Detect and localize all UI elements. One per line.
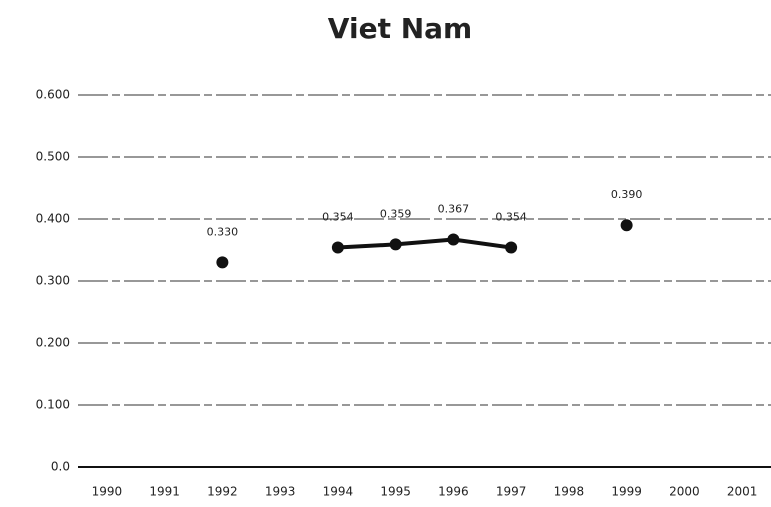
x-tick-label: 1991 [149,485,180,499]
x-tick-label: 2000 [669,485,700,499]
x-tick-label: 1995 [380,485,411,499]
x-tick-label: 1993 [265,485,296,499]
value-label: 0.354 [495,211,527,224]
y-tick-label: 0.200 [36,336,70,350]
chart-title: Viet Nam [328,12,472,45]
x-tick-label: 1992 [207,485,238,499]
x-tick-label: 1999 [611,485,642,499]
y-tick-label: 0.500 [36,150,70,164]
x-tick-label: 1997 [496,485,527,499]
y-tick-label: 0.600 [36,88,70,102]
x-tick-label: 1990 [92,485,123,499]
y-tick-label: 0.300 [36,274,70,288]
x-tick-label: 1998 [554,485,585,499]
value-label: 0.367 [438,202,470,215]
y-tick-label: 0.100 [36,398,70,412]
y-tick-label: 0.0 [51,460,70,474]
x-tick-label: 1994 [323,485,354,499]
y-tick-label: 0.400 [36,212,70,226]
marker [216,256,229,269]
value-label: 0.390 [611,188,643,201]
value-label: 0.359 [380,207,412,220]
value-label: 0.354 [322,211,354,224]
line [337,237,512,250]
x-tick-label: 2001 [727,485,758,499]
marker [505,241,518,254]
marker [620,219,633,232]
marker [389,238,402,251]
value-label: 0.330 [207,225,239,238]
x-tick-label: 1996 [438,485,469,499]
marker [447,233,460,246]
marker [331,241,344,254]
